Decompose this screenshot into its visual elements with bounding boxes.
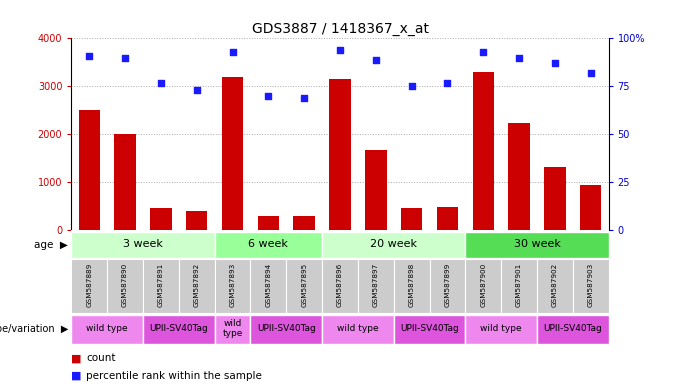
Bar: [329, 79, 351, 230]
Text: GSM587896: GSM587896: [337, 263, 343, 307]
Text: GSM587897: GSM587897: [373, 263, 379, 307]
Bar: [430, 259, 465, 313]
Point: [371, 56, 381, 63]
Text: GSM587900: GSM587900: [480, 263, 486, 307]
Point: [478, 49, 489, 55]
Bar: [215, 314, 250, 344]
Bar: [537, 259, 573, 313]
Bar: [322, 232, 465, 258]
Point: [299, 95, 309, 101]
Bar: [222, 77, 243, 230]
Point: [442, 79, 453, 86]
Point: [84, 53, 95, 59]
Bar: [394, 259, 430, 313]
Point: [156, 79, 167, 86]
Text: genotype/variation  ▶: genotype/variation ▶: [0, 324, 68, 334]
Text: GSM587889: GSM587889: [86, 263, 92, 307]
Title: GDS3887 / 1418367_x_at: GDS3887 / 1418367_x_at: [252, 22, 428, 36]
Bar: [294, 217, 315, 230]
Bar: [79, 111, 100, 230]
Point: [513, 55, 524, 61]
Bar: [465, 259, 501, 313]
Bar: [150, 208, 171, 230]
Bar: [573, 259, 609, 313]
Bar: [250, 314, 322, 344]
Text: UPII-SV40Tag: UPII-SV40Tag: [543, 324, 602, 333]
Point: [191, 87, 202, 93]
Bar: [215, 232, 322, 258]
Bar: [250, 259, 286, 313]
Text: GSM587891: GSM587891: [158, 263, 164, 307]
Bar: [71, 259, 107, 313]
Text: GSM587901: GSM587901: [516, 263, 522, 307]
Bar: [537, 314, 609, 344]
Bar: [365, 150, 386, 230]
Bar: [322, 314, 394, 344]
Text: GSM587902: GSM587902: [552, 263, 558, 307]
Bar: [107, 259, 143, 313]
Point: [120, 55, 131, 61]
Bar: [580, 185, 601, 230]
Bar: [437, 207, 458, 230]
Text: GSM587898: GSM587898: [409, 263, 415, 307]
Text: ■: ■: [71, 353, 82, 363]
Point: [227, 49, 238, 55]
Text: count: count: [86, 353, 116, 363]
Bar: [473, 72, 494, 230]
Point: [549, 60, 560, 66]
Bar: [186, 211, 207, 230]
Point: [263, 93, 274, 99]
Text: wild type: wild type: [337, 324, 379, 333]
Text: UPII-SV40Tag: UPII-SV40Tag: [150, 324, 208, 333]
Bar: [358, 259, 394, 313]
Text: percentile rank within the sample: percentile rank within the sample: [86, 371, 262, 381]
Bar: [465, 232, 609, 258]
Text: 3 week: 3 week: [123, 239, 163, 249]
Bar: [544, 167, 566, 230]
Text: wild
type: wild type: [222, 319, 243, 338]
Text: 20 week: 20 week: [370, 239, 418, 249]
Text: GSM587899: GSM587899: [445, 263, 450, 307]
Point: [335, 47, 345, 53]
Text: UPII-SV40Tag: UPII-SV40Tag: [400, 324, 459, 333]
Point: [406, 83, 417, 89]
Text: GSM587903: GSM587903: [588, 263, 594, 307]
Bar: [215, 259, 250, 313]
Text: GSM587894: GSM587894: [265, 263, 271, 307]
Bar: [71, 232, 215, 258]
Bar: [179, 259, 215, 313]
Bar: [143, 259, 179, 313]
Bar: [258, 216, 279, 230]
Text: UPII-SV40Tag: UPII-SV40Tag: [257, 324, 316, 333]
Bar: [509, 123, 530, 230]
Text: age  ▶: age ▶: [34, 240, 68, 250]
Text: GSM587890: GSM587890: [122, 263, 128, 307]
Text: GSM587893: GSM587893: [230, 263, 235, 307]
Text: 6 week: 6 week: [248, 239, 288, 249]
Bar: [114, 134, 136, 230]
Bar: [394, 314, 465, 344]
Text: GSM587895: GSM587895: [301, 263, 307, 307]
Point: [585, 70, 596, 76]
Text: GSM587892: GSM587892: [194, 263, 200, 307]
Bar: [143, 314, 215, 344]
Bar: [501, 259, 537, 313]
Text: ■: ■: [71, 371, 82, 381]
Text: wild type: wild type: [480, 324, 522, 333]
Bar: [322, 259, 358, 313]
Text: 30 week: 30 week: [513, 239, 560, 249]
Text: wild type: wild type: [86, 324, 128, 333]
Bar: [465, 314, 537, 344]
Bar: [71, 314, 143, 344]
Bar: [286, 259, 322, 313]
Bar: [401, 208, 422, 230]
